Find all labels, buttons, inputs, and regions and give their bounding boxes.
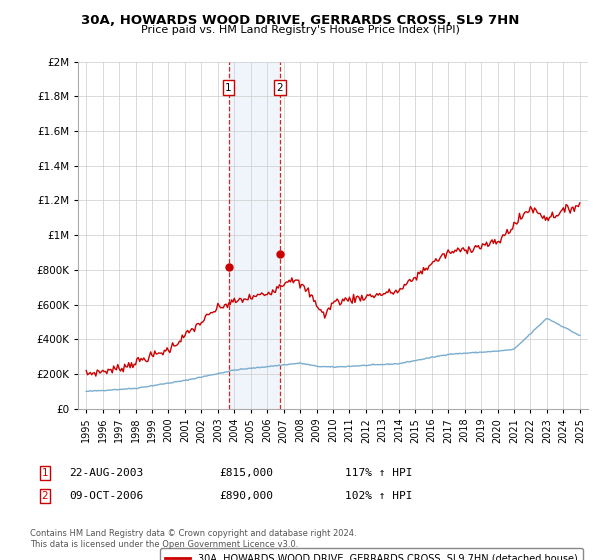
Text: 117% ↑ HPI: 117% ↑ HPI [345,468,413,478]
Text: 22-AUG-2003: 22-AUG-2003 [69,468,143,478]
Text: Price paid vs. HM Land Registry's House Price Index (HPI): Price paid vs. HM Land Registry's House … [140,25,460,35]
Text: 1: 1 [41,468,49,478]
Legend: 30A, HOWARDS WOOD DRIVE, GERRARDS CROSS, SL9 7HN (detached house), HPI: Average : 30A, HOWARDS WOOD DRIVE, GERRARDS CROSS,… [160,548,583,560]
Text: 1: 1 [225,83,232,92]
Text: 2: 2 [277,83,283,92]
Text: 30A, HOWARDS WOOD DRIVE, GERRARDS CROSS, SL9 7HN: 30A, HOWARDS WOOD DRIVE, GERRARDS CROSS,… [81,14,519,27]
Bar [229,62,280,409]
Text: £890,000: £890,000 [219,491,273,501]
Text: 09-OCT-2006: 09-OCT-2006 [69,491,143,501]
Text: 102% ↑ HPI: 102% ↑ HPI [345,491,413,501]
Text: Contains HM Land Registry data © Crown copyright and database right 2024.
This d: Contains HM Land Registry data © Crown c… [30,529,356,549]
Text: 2: 2 [41,491,49,501]
Text: £815,000: £815,000 [219,468,273,478]
